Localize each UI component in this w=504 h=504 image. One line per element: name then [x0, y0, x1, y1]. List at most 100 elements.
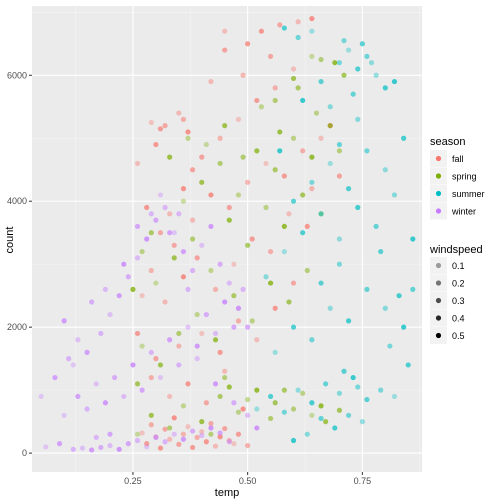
data-point — [290, 324, 297, 330]
data-point — [89, 299, 95, 305]
data-point — [309, 337, 315, 343]
data-point — [267, 280, 274, 286]
data-point — [240, 154, 246, 160]
data-point — [180, 436, 187, 442]
data-point — [295, 19, 301, 25]
data-point — [61, 318, 67, 324]
legend: season windspeed fall spring summer winter 0… — [429, 136, 485, 344]
data-point — [212, 381, 219, 387]
data-point — [148, 412, 154, 418]
data-point — [189, 217, 196, 223]
data-point — [235, 431, 242, 437]
data-point — [309, 412, 315, 418]
data-point — [267, 415, 274, 422]
data-point — [171, 242, 177, 248]
data-point — [167, 337, 173, 343]
data-point — [355, 66, 361, 72]
data-point — [171, 230, 177, 236]
data-point — [345, 318, 352, 324]
data-point — [323, 419, 329, 425]
data-point — [162, 299, 168, 305]
data-point — [130, 286, 136, 292]
data-point — [295, 387, 301, 393]
data-point — [249, 318, 255, 324]
data-point — [185, 424, 191, 430]
data-point — [134, 160, 141, 167]
data-point — [410, 286, 416, 292]
data-point — [391, 192, 398, 198]
legend-label: winter — [451, 207, 476, 217]
data-point — [290, 198, 297, 204]
data-point — [226, 437, 232, 444]
data-point — [139, 387, 145, 393]
data-point — [313, 110, 320, 116]
data-point — [387, 343, 393, 349]
legend-label: 0.3 — [452, 296, 465, 306]
data-point — [258, 28, 265, 34]
data-point — [180, 186, 187, 192]
data-point — [254, 425, 260, 431]
data-point — [176, 211, 182, 217]
data-point — [199, 179, 205, 185]
data-point — [318, 56, 324, 63]
data-point — [212, 443, 219, 449]
data-point — [157, 126, 164, 132]
data-point — [199, 330, 205, 337]
data-point — [373, 72, 379, 78]
data-point — [277, 148, 283, 154]
data-point — [180, 274, 187, 280]
data-point — [364, 396, 370, 403]
data-point — [189, 236, 196, 242]
series-fall — [134, 15, 343, 451]
data-point — [254, 97, 260, 104]
data-point — [263, 204, 269, 211]
legend-key-fall — [435, 155, 442, 162]
data-point — [167, 425, 173, 431]
data-point — [336, 173, 343, 179]
data-point — [139, 293, 145, 299]
data-point — [281, 223, 287, 230]
data-point — [304, 223, 310, 230]
data-point — [290, 437, 297, 444]
data-point — [281, 248, 287, 255]
data-point — [98, 444, 104, 451]
y-tick-label: 6000 — [7, 70, 27, 80]
data-point — [300, 390, 306, 396]
data-point — [245, 41, 251, 47]
data-point — [134, 330, 141, 337]
data-point — [309, 28, 315, 34]
data-point — [212, 286, 219, 292]
data-point — [267, 53, 274, 59]
data-point — [327, 305, 333, 311]
data-point — [345, 186, 352, 192]
data-point — [157, 230, 164, 236]
data-point — [134, 223, 141, 230]
data-point — [176, 330, 182, 337]
data-point — [185, 381, 191, 387]
data-point — [254, 406, 260, 412]
y-tick-label: 2000 — [7, 322, 27, 332]
data-point — [89, 447, 95, 453]
data-point — [125, 274, 131, 280]
data-point — [194, 343, 200, 349]
data-point — [332, 60, 338, 66]
data-point — [185, 324, 191, 330]
data-point — [75, 393, 81, 400]
data-point — [286, 211, 292, 217]
data-point — [300, 230, 306, 236]
data-point — [327, 104, 333, 110]
data-point — [70, 362, 76, 368]
data-point — [327, 160, 333, 167]
data-point — [148, 211, 154, 217]
x-tick-label: 0.75 — [354, 476, 372, 486]
legend-key-windspeed — [435, 332, 442, 339]
data-point — [345, 47, 352, 53]
data-point — [162, 426, 168, 432]
data-point — [396, 293, 402, 299]
data-point — [189, 428, 196, 434]
data-point — [327, 123, 333, 129]
data-point — [290, 75, 297, 82]
data-point — [304, 431, 310, 437]
data-point — [167, 211, 173, 217]
data-point — [189, 444, 196, 451]
